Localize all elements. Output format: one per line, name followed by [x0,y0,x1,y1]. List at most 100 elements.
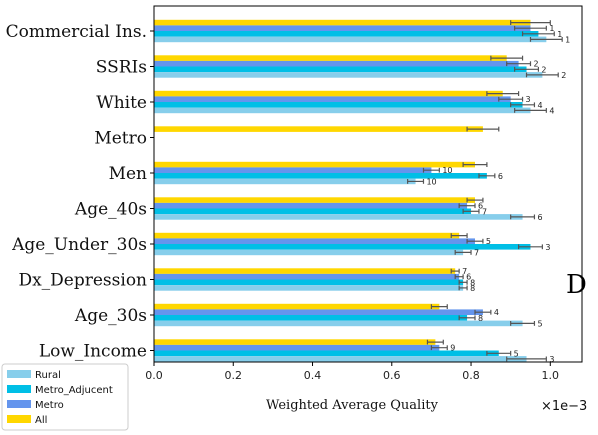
x-tick-label-5: 1.0 [542,369,560,382]
rank-label-metro_adjucent-6: 3 [545,243,550,252]
bar-metro_adjucent-9 [154,350,499,357]
rank-label-metro-6: 5 [486,237,491,246]
bars-layer [154,19,547,362]
bar-rural-2 [154,107,531,114]
rank-label-metro-9: 9 [450,344,455,353]
rank-label-metro_adjucent-8: 8 [478,314,483,323]
legend-label-metro_adjucent: Metro_Adjucent [35,385,113,396]
plot-frame [153,5,583,363]
rank-label-metro-8: 4 [494,308,499,317]
rank-label-metro-2: 3 [526,95,531,104]
legend-swatch-metro [7,400,31,408]
bar-all-4 [154,161,475,168]
bar-rural-1 [154,72,543,78]
bar-metro-6 [154,238,475,244]
bar-rural-4 [154,178,416,185]
x-tick-label-0: 0.0 [145,369,163,382]
legend-frame [1,363,129,431]
legend-swatch-metro_adjucent [7,385,31,393]
bar-metro_adjucent-8 [154,315,468,321]
rank-label-metro_adjucent-2: 4 [537,101,542,110]
bar-metro-9 [154,344,440,351]
category-label-5: Age_40s [74,200,147,220]
rank-label-rural-4: 10 [426,177,436,186]
rank-label-rural-8: 5 [537,319,542,328]
bar-metro_adjucent-0 [154,31,539,37]
bar-all-7 [154,268,456,274]
x-tick-label-2: 0.4 [304,369,322,382]
bar-metro_adjucent-6 [154,244,531,250]
rank-label-metro_adjucent-7: 8 [470,278,475,287]
x-tick-label-1: 0.2 [225,369,243,382]
rank-label-metro_adjucent-5: 7 [482,207,487,216]
bar-metro_adjucent-1 [154,66,527,73]
bar-all-6 [154,232,460,239]
bar-all-9 [154,339,436,345]
x-axis-title: Weighted Average Quality [266,398,439,413]
rank-label-rural-6: 7 [474,248,479,257]
category-label-9: Low_Income [39,342,147,362]
rank-label-rural-2: 4 [549,106,554,115]
bar-all-8 [154,303,440,310]
category-label-8: Age_30s [74,306,147,326]
rank-label-rural-1: 2 [561,71,566,80]
panel-letter: D [566,270,587,300]
bar-rural-5 [154,214,523,220]
category-label-3: Metro [94,129,147,149]
error-bars-layer [407,20,563,362]
bar-metro-2 [154,96,511,102]
x-tick-label-4: 0.8 [462,369,480,382]
bar-all-1 [154,55,507,61]
rank-label-metro_adjucent-9: 5 [514,349,519,358]
bar-metro-5 [154,202,468,209]
bar-all-5 [154,197,475,203]
category-label-6: Age_Under_30s [11,235,147,255]
rank-label-rural-9: 3 [549,355,554,364]
legend: Rural Metro_Adjucent Metro All [1,363,129,431]
rank-label-metro-7: 6 [466,273,471,282]
bar-all-0 [154,19,531,26]
bar-metro_adjucent-2 [154,102,523,108]
bar-metro-1 [154,60,519,67]
x-tick-label-3: 0.6 [383,369,401,382]
category-label-1: SSRIs [96,58,147,78]
rank-label-metro-1: 2 [533,60,538,69]
bar-metro-8 [154,309,483,315]
rank-label-metro-5: 6 [478,202,483,211]
y-ticks-layer: Commercial Ins. SSRIs White Metro Men Age_40s… [6,22,154,362]
legend-swatch-all [7,415,31,423]
bar-metro_adjucent-4 [154,173,487,179]
category-label-4: Men [109,164,147,184]
rank-label-metro_adjucent-0: 1 [557,30,562,39]
bar-rural-0 [154,36,547,43]
bar-rural-6 [154,249,464,256]
rank-label-metro_adjucent-4: 6 [498,172,503,181]
bar-all-2 [154,90,503,97]
legend-label-metro: Metro [35,400,64,411]
x-scale-label: ×1e−3 [541,399,587,414]
x-ticks-layer: 0.0 0.2 0.4 0.6 0.8 1.0 [145,362,559,382]
rank-label-rural-0: 1 [565,35,570,44]
bar-metro-7 [154,273,460,280]
rank-label-metro-4: 10 [442,166,452,175]
rank-label-rural-7: 8 [470,284,475,293]
category-label-2: White [96,93,147,113]
rank-label-all-7: 7 [462,267,467,276]
legend-label-rural: Rural [35,370,61,381]
bar-rural-8 [154,320,523,327]
rank-label-metro-0: 1 [549,24,554,33]
bar-rural-9 [154,356,527,362]
bar-metro_adjucent-7 [154,279,464,286]
legend-swatch-rural [7,370,31,378]
bar-all-3 [154,126,483,132]
category-label-0: Commercial Ins. [6,22,147,42]
bar-rural-7 [154,285,464,291]
rank-label-metro_adjucent-1: 2 [541,65,546,74]
category-label-7: Dx_Depression [18,271,147,291]
legend-label-all: All [35,415,47,426]
rank-label-rural-5: 6 [537,213,542,222]
bar-metro-0 [154,25,531,31]
bar-metro_adjucent-5 [154,208,472,215]
